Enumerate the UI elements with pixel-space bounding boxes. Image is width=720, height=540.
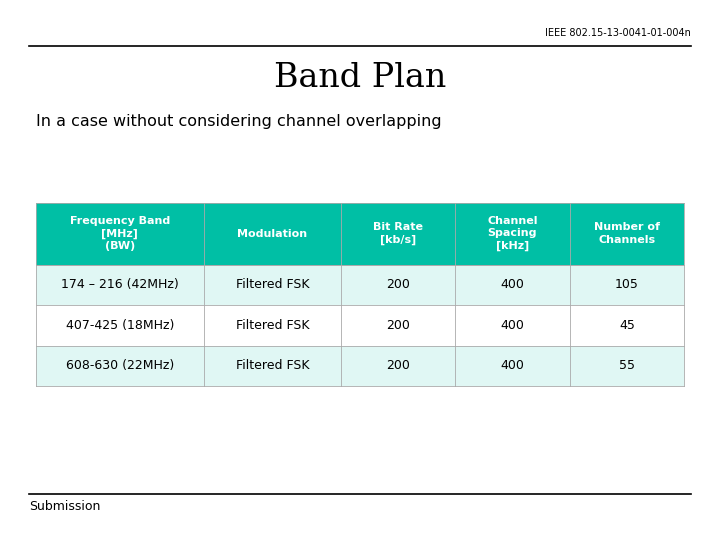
Bar <box>36 305 204 346</box>
Bar <box>455 265 570 305</box>
Text: 200: 200 <box>386 359 410 373</box>
Bar <box>341 265 455 305</box>
Text: 608-630 (22MHz): 608-630 (22MHz) <box>66 359 174 373</box>
Text: 200: 200 <box>386 319 410 332</box>
Text: 55: 55 <box>618 359 635 373</box>
Text: 200: 200 <box>386 278 410 292</box>
Text: 105: 105 <box>615 278 639 292</box>
Text: 407-425 (18MHz): 407-425 (18MHz) <box>66 319 174 332</box>
Text: Filtered FSK: Filtered FSK <box>235 319 309 332</box>
Bar <box>570 265 684 305</box>
Text: Modulation: Modulation <box>238 228 307 239</box>
Bar <box>341 346 455 386</box>
Text: IEEE 802.15-13-0041-01-004n: IEEE 802.15-13-0041-01-004n <box>545 28 691 38</box>
Text: 400: 400 <box>500 319 524 332</box>
Bar <box>455 305 570 346</box>
Text: 45: 45 <box>619 319 635 332</box>
Text: Channel
Spacing
[kHz]: Channel Spacing [kHz] <box>487 216 538 251</box>
Bar <box>570 202 684 265</box>
Text: 400: 400 <box>500 278 524 292</box>
Text: Band Plan: Band Plan <box>274 62 446 94</box>
Bar <box>455 202 570 265</box>
Bar <box>341 202 455 265</box>
Bar <box>204 305 341 346</box>
Text: Filtered FSK: Filtered FSK <box>235 359 309 373</box>
Text: Bit Rate
[kb/s]: Bit Rate [kb/s] <box>373 222 423 245</box>
Bar <box>204 202 341 265</box>
Text: Frequency Band
[MHz]
(BW): Frequency Band [MHz] (BW) <box>70 216 170 251</box>
Bar <box>36 265 204 305</box>
Bar <box>570 346 684 386</box>
Text: 174 – 216 (42MHz): 174 – 216 (42MHz) <box>61 278 179 292</box>
Bar <box>204 346 341 386</box>
Text: Submission: Submission <box>29 500 100 512</box>
Text: Number of
Channels: Number of Channels <box>594 222 660 245</box>
Bar <box>36 202 204 265</box>
Text: In a case without considering channel overlapping: In a case without considering channel ov… <box>36 114 441 129</box>
Bar <box>341 305 455 346</box>
Bar <box>204 265 341 305</box>
Bar <box>455 346 570 386</box>
Text: Filtered FSK: Filtered FSK <box>235 278 309 292</box>
Bar <box>36 346 204 386</box>
Bar <box>570 305 684 346</box>
Text: 400: 400 <box>500 359 524 373</box>
